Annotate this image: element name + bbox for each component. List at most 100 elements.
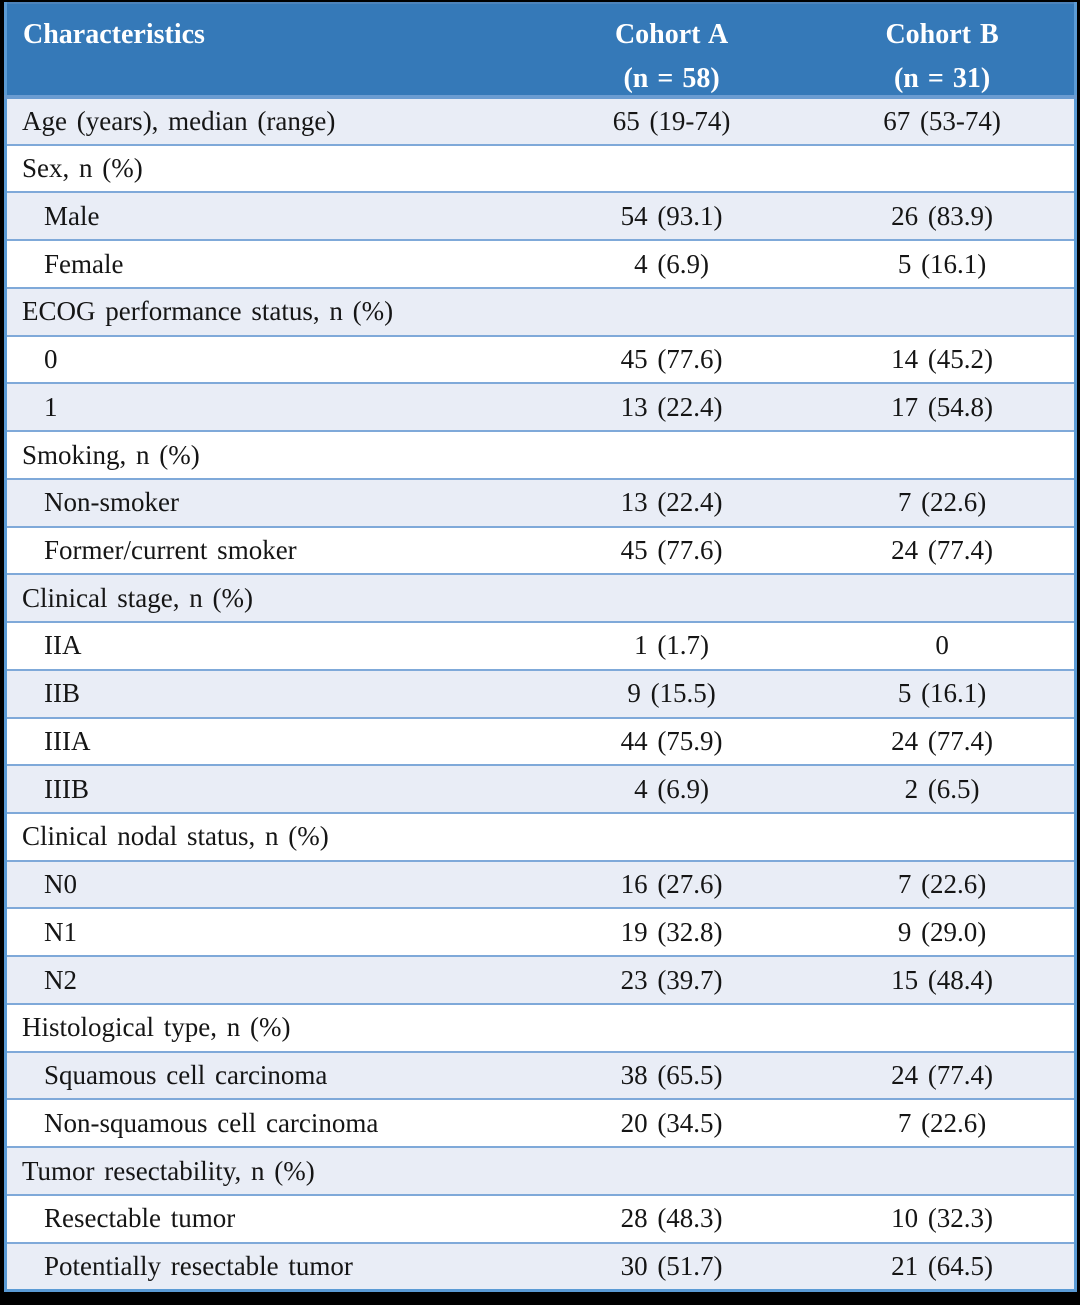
cohort-a-value-cell: 4 (6.9) — [533, 240, 811, 289]
table-row: 1 13 (22.4) 17 (54.8) — [5, 383, 1076, 433]
table-row: Clinical stage, n (%) — [5, 574, 1076, 624]
column-header-cohort-b: Cohort B (n = 31) — [810, 3, 1076, 99]
table-row: Age (years), median (range) 65 (19-74) 67 … — [5, 97, 1076, 146]
table-row: IIB 9 (15.5) 5 (16.1) — [5, 669, 1076, 719]
cohort-a-value-cell: 1 (1.7) — [533, 622, 811, 671]
row-label-cell: Potentially resectable tumor — [5, 1242, 533, 1292]
cohort-b-value-cell: 24 (77.4) — [810, 526, 1076, 576]
cohort-a-value-cell — [533, 144, 811, 194]
row-label-cell: IIA — [5, 622, 533, 671]
cohort-a-value-cell: 16 (27.6) — [533, 860, 811, 910]
table-row: IIA 1 (1.7) 0 — [5, 622, 1076, 671]
cohort-a-value-cell: 44 (75.9) — [533, 717, 811, 767]
cohort-b-value-cell: 9 (29.0) — [810, 908, 1076, 958]
table-body: Age (years), median (range) 65 (19-74) 67 … — [5, 97, 1076, 1292]
cohort-a-value-cell: 20 (34.5) — [533, 1099, 811, 1149]
row-label-cell: Non-squamous cell carcinoma — [5, 1099, 533, 1149]
column-header-cohort-a: Cohort A (n = 58) — [533, 3, 811, 99]
cohort-b-value-cell: 2 (6.5) — [810, 765, 1076, 815]
row-label-cell: N2 — [5, 956, 533, 1005]
cohort-a-value-cell — [533, 813, 811, 862]
cohort-b-value-cell: 21 (64.5) — [810, 1242, 1076, 1292]
characteristics-table: Characteristics Cohort A (n = 58) Cohort… — [4, 2, 1077, 1292]
cohort-b-value-cell: 67 (53-74) — [810, 97, 1076, 146]
column-header-label: Characteristics — [23, 19, 205, 50]
column-header-sub: (n = 58) — [623, 63, 720, 94]
cohort-a-value-cell: 13 (22.4) — [533, 478, 811, 528]
cohort-b-value-cell: 7 (22.6) — [810, 478, 1076, 528]
cohort-a-value-cell: 30 (51.7) — [533, 1242, 811, 1292]
cohort-b-value-cell — [810, 574, 1076, 624]
cohort-b-value-cell: 17 (54.8) — [810, 383, 1076, 433]
table-row: Non-smoker 13 (22.4) 7 (22.6) — [5, 478, 1076, 528]
cohort-b-value-cell: 24 (77.4) — [810, 717, 1076, 767]
cohort-a-value-cell — [533, 287, 811, 337]
row-label-cell: Male — [5, 192, 533, 242]
table-row: 0 45 (77.6) 14 (45.2) — [5, 335, 1076, 385]
cohort-b-value-cell: 7 (22.6) — [810, 860, 1076, 910]
column-header-sub — [23, 64, 533, 94]
cohort-b-value-cell: 5 (16.1) — [810, 669, 1076, 719]
table-row: Smoking, n (%) — [5, 431, 1076, 480]
table-row: IIIB 4 (6.9) 2 (6.5) — [5, 765, 1076, 815]
row-label-cell: 0 — [5, 335, 533, 385]
row-label-cell: 1 — [5, 383, 533, 433]
cohort-b-value-cell: 26 (83.9) — [810, 192, 1076, 242]
table-row: Non-squamous cell carcinoma 20 (34.5) 7 (2… — [5, 1099, 1076, 1149]
cohort-a-value-cell: 9 (15.5) — [533, 669, 811, 719]
row-label-cell: IIIA — [5, 717, 533, 767]
cohort-b-value-cell: 0 — [810, 622, 1076, 671]
cohort-b-value-cell: 5 (16.1) — [810, 240, 1076, 289]
table-row: Male 54 (93.1) 26 (83.9) — [5, 192, 1076, 242]
row-label-cell: Non-smoker — [5, 478, 533, 528]
cohort-b-value-cell — [810, 1147, 1076, 1196]
cohort-a-value-cell: 54 (93.1) — [533, 192, 811, 242]
column-header-label: Cohort B — [885, 19, 999, 50]
table-row: N1 19 (32.8) 9 (29.0) — [5, 908, 1076, 958]
table-row: Clinical nodal status, n (%) — [5, 813, 1076, 862]
cohort-a-value-cell: 13 (22.4) — [533, 383, 811, 433]
column-header-sub: (n = 31) — [893, 63, 991, 94]
table-row: N2 23 (39.7) 15 (48.4) — [5, 956, 1076, 1005]
table-row: Sex, n (%) — [5, 144, 1076, 194]
cohort-b-value-cell: 7 (22.6) — [810, 1099, 1076, 1149]
cohort-b-value-cell: 10 (32.3) — [810, 1194, 1076, 1244]
cohort-b-value-cell — [810, 431, 1076, 480]
row-label-cell: Clinical stage, n (%) — [5, 574, 533, 624]
row-label-cell: N1 — [5, 908, 533, 958]
cohort-a-value-cell: 45 (77.6) — [533, 335, 811, 385]
cohort-a-value-cell — [533, 431, 811, 480]
row-label-cell: Sex, n (%) — [5, 144, 533, 194]
cohort-a-value-cell — [533, 1147, 811, 1196]
cohort-a-value-cell: 23 (39.7) — [533, 956, 811, 1005]
cohort-b-value-cell — [810, 144, 1076, 194]
header-row: Characteristics Cohort A (n = 58) Cohort… — [5, 3, 1076, 99]
row-label-cell: Histological type, n (%) — [5, 1003, 533, 1053]
table-row: Female 4 (6.9) 5 (16.1) — [5, 240, 1076, 289]
row-label-cell: Clinical nodal status, n (%) — [5, 813, 533, 862]
table-row: Resectable tumor 28 (48.3) 10 (32.3) — [5, 1194, 1076, 1244]
row-label-cell: Squamous cell carcinoma — [5, 1051, 533, 1101]
table-header: Characteristics Cohort A (n = 58) Cohort… — [5, 3, 1076, 99]
cohort-a-value-cell: 45 (77.6) — [533, 526, 811, 576]
row-label-cell: Tumor resectability, n (%) — [5, 1147, 533, 1196]
row-label-cell: Smoking, n (%) — [5, 431, 533, 480]
cohort-a-value-cell: 4 (6.9) — [533, 765, 811, 815]
table-row: Potentially resectable tumor 30 (51.7) 21 … — [5, 1242, 1076, 1292]
row-label-cell: N0 — [5, 860, 533, 910]
table-row: IIIA 44 (75.9) 24 (77.4) — [5, 717, 1076, 767]
cohort-b-value-cell: 15 (48.4) — [810, 956, 1076, 1005]
row-label-cell: Former/current smoker — [5, 526, 533, 576]
cohort-b-value-cell — [810, 813, 1076, 862]
cohort-a-value-cell: 38 (65.5) — [533, 1051, 811, 1101]
cohort-b-value-cell — [810, 287, 1076, 337]
column-header-characteristics: Characteristics — [5, 3, 533, 99]
cohort-b-value-cell: 14 (45.2) — [810, 335, 1076, 385]
table-row: Squamous cell carcinoma 38 (65.5) 24 (77.4… — [5, 1051, 1076, 1101]
row-label-cell: IIIB — [5, 765, 533, 815]
row-label-cell: ECOG performance status, n (%) — [5, 287, 533, 337]
column-header-label: Cohort A — [614, 19, 729, 50]
cohort-b-value-cell — [810, 1003, 1076, 1053]
table-row: Tumor resectability, n (%) — [5, 1147, 1076, 1196]
